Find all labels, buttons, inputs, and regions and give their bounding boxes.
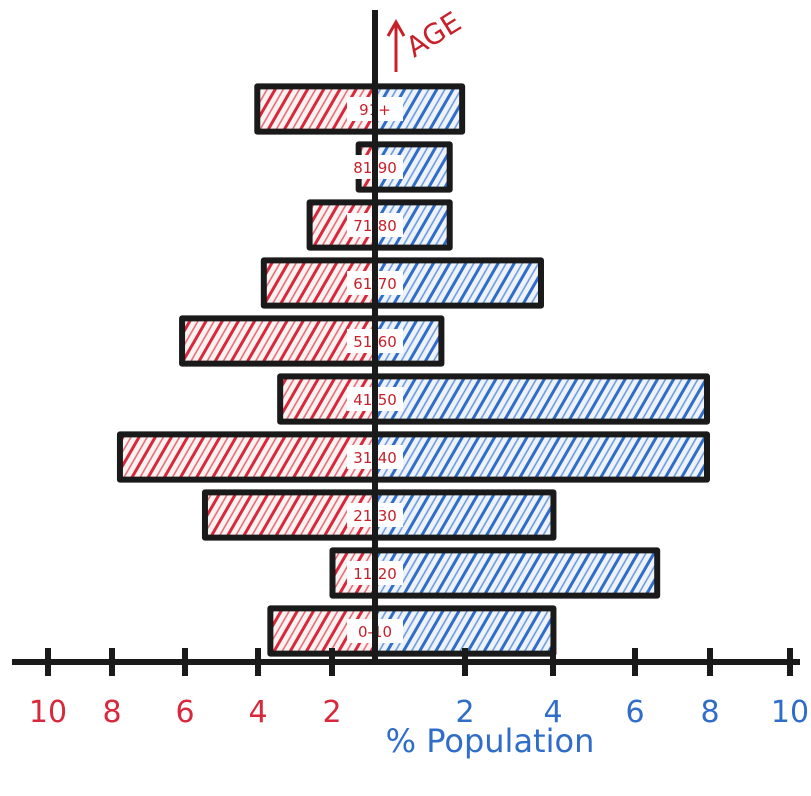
- x-tick-label-right-8: 8: [700, 695, 719, 730]
- x-tick-label-right-10: 10: [771, 695, 809, 730]
- bar-right-31-40: [372, 431, 710, 483]
- x-axis-label: % Population: [386, 722, 595, 760]
- up-arrow-icon: [386, 18, 406, 72]
- bar-left-31-40: [116, 431, 378, 483]
- x-tick-label-left-4: 4: [248, 695, 267, 730]
- x-axis-tick-labels: 10 8 6 4 2 2 4 6 8 10: [29, 695, 809, 730]
- x-tick-label-right-4: 4: [543, 695, 562, 730]
- right-bars: [372, 83, 710, 657]
- age-axis-label-group: AGE: [386, 5, 467, 72]
- x-tick-label-left-8: 8: [102, 695, 121, 730]
- x-tick-label-left-6: 6: [175, 695, 194, 730]
- bar-right-11-20: [372, 547, 661, 599]
- bar-left-51-60: [179, 315, 378, 367]
- x-tick-label-right-2: 2: [455, 695, 474, 730]
- x-tick-label-right-6: 6: [625, 695, 644, 730]
- x-axis-ticks: [45, 648, 793, 676]
- x-tick-label-left-2: 2: [322, 695, 341, 730]
- bar-right-41-50: [372, 373, 710, 425]
- bar-left-21-30: [201, 489, 378, 541]
- bar-left-61-70: [260, 257, 379, 309]
- left-bars: [116, 83, 379, 657]
- x-tick-label-left-10: 10: [29, 695, 67, 730]
- age-axis-label: AGE: [400, 5, 467, 64]
